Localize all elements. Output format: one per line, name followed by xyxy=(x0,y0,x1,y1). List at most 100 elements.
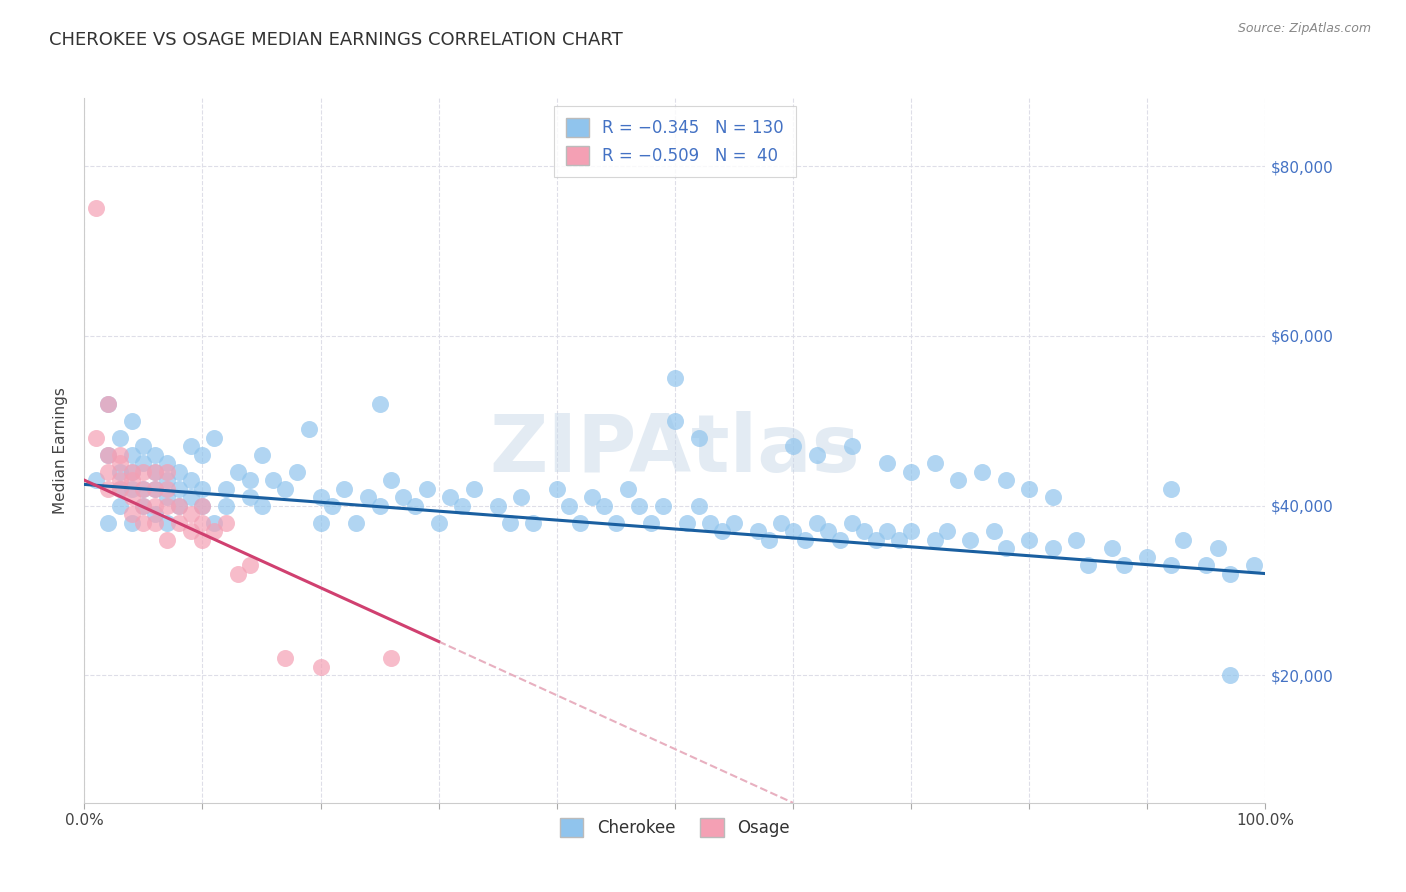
Point xyxy=(143,465,166,479)
Point xyxy=(486,499,509,513)
Point xyxy=(143,482,166,496)
Point xyxy=(156,456,179,470)
Point xyxy=(841,439,863,453)
Point xyxy=(132,516,155,530)
Point xyxy=(143,465,166,479)
Point xyxy=(156,473,179,487)
Point xyxy=(817,524,839,538)
Point xyxy=(191,499,214,513)
Point xyxy=(84,473,107,487)
Point xyxy=(1160,558,1182,572)
Legend: Cherokee, Osage: Cherokee, Osage xyxy=(554,811,796,844)
Point xyxy=(226,566,249,581)
Text: CHEROKEE VS OSAGE MEDIAN EARNINGS CORRELATION CHART: CHEROKEE VS OSAGE MEDIAN EARNINGS CORREL… xyxy=(49,31,623,49)
Point xyxy=(167,499,190,513)
Point xyxy=(156,482,179,496)
Point xyxy=(226,465,249,479)
Point xyxy=(675,516,697,530)
Point xyxy=(121,414,143,428)
Point xyxy=(1171,533,1194,547)
Point xyxy=(1243,558,1265,572)
Point xyxy=(108,448,131,462)
Point xyxy=(758,533,780,547)
Point xyxy=(97,397,120,411)
Point xyxy=(522,516,544,530)
Text: Source: ZipAtlas.com: Source: ZipAtlas.com xyxy=(1237,22,1371,36)
Point xyxy=(97,448,120,462)
Point xyxy=(191,516,214,530)
Point xyxy=(309,490,332,504)
Point xyxy=(1066,533,1088,547)
Point xyxy=(1112,558,1135,572)
Point xyxy=(121,473,143,487)
Point xyxy=(451,499,474,513)
Point xyxy=(747,524,769,538)
Point xyxy=(191,499,214,513)
Point xyxy=(439,490,461,504)
Point xyxy=(664,371,686,385)
Point xyxy=(191,448,214,462)
Point xyxy=(156,499,179,513)
Point xyxy=(143,499,166,513)
Point xyxy=(1018,533,1040,547)
Point xyxy=(285,465,308,479)
Point xyxy=(215,499,238,513)
Point xyxy=(180,473,202,487)
Point xyxy=(876,524,898,538)
Point xyxy=(793,533,815,547)
Point xyxy=(250,448,273,462)
Point xyxy=(770,516,793,530)
Point xyxy=(889,533,911,547)
Point xyxy=(132,439,155,453)
Point xyxy=(202,516,225,530)
Point xyxy=(616,482,638,496)
Point xyxy=(970,465,993,479)
Point xyxy=(132,456,155,470)
Point xyxy=(121,465,143,479)
Point xyxy=(84,431,107,445)
Point xyxy=(143,516,166,530)
Point xyxy=(121,448,143,462)
Point xyxy=(167,516,190,530)
Point xyxy=(404,499,426,513)
Point xyxy=(1136,549,1159,564)
Point xyxy=(711,524,734,538)
Point xyxy=(108,473,131,487)
Point xyxy=(262,473,284,487)
Point xyxy=(900,465,922,479)
Point xyxy=(121,507,143,521)
Point xyxy=(368,397,391,411)
Point xyxy=(156,533,179,547)
Point xyxy=(108,456,131,470)
Point xyxy=(994,473,1017,487)
Point xyxy=(900,524,922,538)
Point xyxy=(167,465,190,479)
Point xyxy=(132,482,155,496)
Point xyxy=(1160,482,1182,496)
Point xyxy=(167,499,190,513)
Point xyxy=(191,482,214,496)
Point xyxy=(782,439,804,453)
Point xyxy=(121,490,143,504)
Point xyxy=(935,524,957,538)
Point xyxy=(344,516,367,530)
Point xyxy=(180,439,202,453)
Point xyxy=(156,490,179,504)
Point xyxy=(143,448,166,462)
Point xyxy=(108,499,131,513)
Point xyxy=(652,499,675,513)
Point xyxy=(569,516,592,530)
Point xyxy=(628,499,651,513)
Point xyxy=(830,533,852,547)
Y-axis label: Median Earnings: Median Earnings xyxy=(53,387,69,514)
Point xyxy=(806,448,828,462)
Point xyxy=(108,465,131,479)
Point xyxy=(274,482,297,496)
Point xyxy=(688,499,710,513)
Point xyxy=(121,465,143,479)
Point xyxy=(688,431,710,445)
Point xyxy=(180,524,202,538)
Point xyxy=(1042,541,1064,555)
Point xyxy=(782,524,804,538)
Point xyxy=(605,516,627,530)
